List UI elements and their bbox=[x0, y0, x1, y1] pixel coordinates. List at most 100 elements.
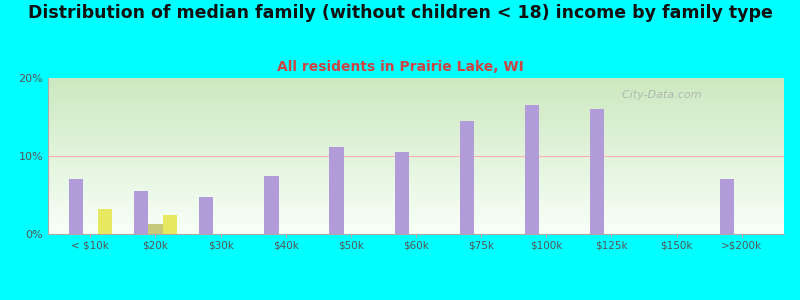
Bar bbox=[48, 153, 784, 154]
Bar bbox=[48, 211, 784, 212]
Bar bbox=[48, 165, 784, 167]
Bar bbox=[48, 223, 784, 225]
Bar bbox=[48, 159, 784, 161]
Bar bbox=[48, 229, 784, 231]
Bar bbox=[48, 104, 784, 106]
Bar bbox=[48, 164, 784, 165]
Bar bbox=[162, 215, 177, 234]
Bar bbox=[98, 209, 112, 234]
Bar bbox=[48, 194, 784, 195]
Bar bbox=[48, 92, 784, 94]
Bar bbox=[48, 80, 784, 81]
Bar bbox=[48, 106, 784, 108]
Bar bbox=[48, 184, 784, 186]
Bar bbox=[48, 139, 784, 140]
Bar bbox=[148, 224, 162, 234]
Bar bbox=[48, 117, 784, 118]
Bar bbox=[48, 122, 784, 123]
Bar bbox=[48, 147, 784, 148]
Bar bbox=[48, 100, 784, 101]
Bar bbox=[48, 97, 784, 98]
Bar bbox=[48, 226, 784, 228]
Bar bbox=[48, 109, 784, 111]
Bar bbox=[48, 204, 784, 206]
Bar bbox=[69, 179, 83, 234]
Bar bbox=[199, 197, 214, 234]
Bar bbox=[48, 95, 784, 97]
Bar bbox=[48, 118, 784, 120]
Bar bbox=[48, 208, 784, 209]
Bar bbox=[48, 145, 784, 147]
Bar bbox=[394, 152, 409, 234]
Bar bbox=[48, 148, 784, 150]
Bar bbox=[48, 209, 784, 211]
Bar bbox=[48, 179, 784, 181]
Bar bbox=[48, 125, 784, 126]
Bar bbox=[48, 232, 784, 234]
Bar bbox=[48, 156, 784, 158]
Bar bbox=[48, 108, 784, 109]
Bar bbox=[48, 111, 784, 112]
Bar bbox=[48, 196, 784, 198]
Bar bbox=[48, 87, 784, 89]
Bar bbox=[48, 181, 784, 182]
Bar bbox=[48, 169, 784, 170]
Bar bbox=[48, 89, 784, 91]
Bar bbox=[48, 162, 784, 164]
Bar bbox=[48, 98, 784, 100]
Bar bbox=[48, 151, 784, 153]
Bar bbox=[48, 116, 784, 117]
Bar bbox=[720, 179, 734, 234]
Bar bbox=[48, 190, 784, 192]
Legend: Married couple, Male, no wife, Female, no husband: Married couple, Male, no wife, Female, n… bbox=[215, 299, 617, 300]
Bar bbox=[48, 134, 784, 136]
Bar bbox=[48, 81, 784, 83]
Text: Distribution of median family (without children < 18) income by family type: Distribution of median family (without c… bbox=[27, 4, 773, 22]
Bar bbox=[48, 161, 784, 162]
Bar bbox=[48, 200, 784, 201]
Bar bbox=[48, 176, 784, 178]
Bar bbox=[48, 195, 784, 196]
Bar bbox=[48, 173, 784, 175]
Bar bbox=[48, 214, 784, 215]
Bar bbox=[48, 212, 784, 214]
Bar bbox=[48, 101, 784, 103]
Bar bbox=[48, 170, 784, 172]
Bar bbox=[330, 147, 344, 234]
Bar bbox=[48, 112, 784, 114]
Bar bbox=[590, 109, 604, 234]
Bar bbox=[48, 178, 784, 179]
Bar bbox=[460, 121, 474, 234]
Bar bbox=[48, 91, 784, 92]
Bar bbox=[48, 114, 784, 116]
Text: City-Data.com: City-Data.com bbox=[614, 91, 702, 100]
Bar bbox=[48, 203, 784, 204]
Bar bbox=[48, 175, 784, 176]
Bar bbox=[48, 84, 784, 86]
Bar bbox=[48, 172, 784, 173]
Bar bbox=[48, 103, 784, 104]
Bar bbox=[48, 142, 784, 143]
Bar bbox=[48, 126, 784, 128]
Bar bbox=[48, 128, 784, 130]
Bar bbox=[48, 186, 784, 187]
Text: All residents in Prairie Lake, WI: All residents in Prairie Lake, WI bbox=[277, 60, 523, 74]
Bar bbox=[48, 133, 784, 134]
Bar bbox=[48, 94, 784, 95]
Bar bbox=[48, 130, 784, 131]
Bar bbox=[48, 154, 784, 156]
Bar bbox=[48, 131, 784, 133]
Bar bbox=[48, 78, 784, 80]
Bar bbox=[48, 120, 784, 122]
Bar bbox=[48, 201, 784, 203]
Bar bbox=[48, 220, 784, 221]
Bar bbox=[48, 167, 784, 169]
Bar bbox=[48, 231, 784, 232]
Bar bbox=[48, 218, 784, 220]
Bar bbox=[48, 136, 784, 137]
Bar bbox=[48, 221, 784, 223]
Bar bbox=[48, 206, 784, 208]
Bar bbox=[134, 191, 148, 234]
Bar bbox=[48, 123, 784, 125]
Bar bbox=[48, 189, 784, 190]
